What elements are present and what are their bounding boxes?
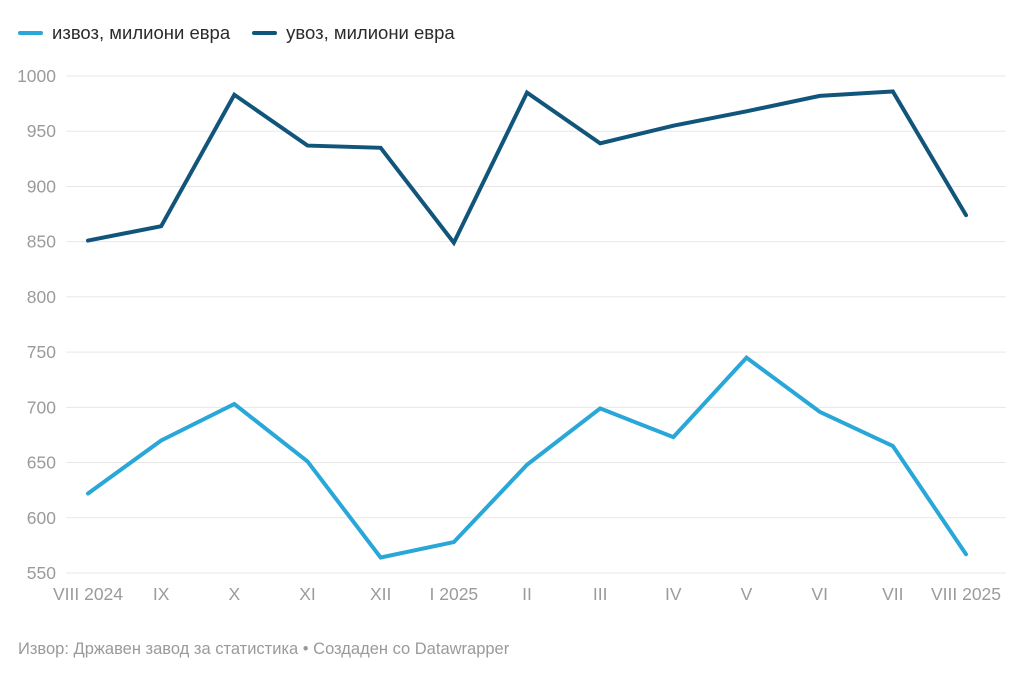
y-tick-label: 700 [27,397,56,417]
chart-legend: извоз, милиони евра увоз, милиони евра [18,22,455,43]
legend-label-izvoz: извоз, милиони евра [52,22,231,43]
x-tick-label: VIII 2025 [931,584,1001,604]
x-tick-label: VIII 2024 [53,584,123,604]
x-tick-label: XI [299,584,316,604]
x-tick-label: VI [811,584,828,604]
legend-item-uvoz: увоз, милиони евра [252,22,455,43]
x-tick-label: XII [370,584,391,604]
y-tick-label: 550 [27,563,56,583]
y-tick-label: 900 [27,176,56,196]
y-tick-label: 850 [27,232,56,252]
y-tick-label: 650 [27,453,56,473]
line-chart: 550 600 650 700 750 800 850 900 950 1000 VIII 2024… [17,66,1006,604]
y-tick-label: 950 [27,121,56,141]
source-attribution: Извор: Државен завод за статистика • Соз… [18,640,510,658]
legend-item-izvoz: извоз, милиони евра [18,22,231,43]
legend-swatch-izvoz [18,31,43,36]
x-tick-label: X [228,584,240,604]
legend-swatch-uvoz [252,31,278,36]
series-line-izvoz [86,354,968,560]
x-tick-label: IV [665,584,682,604]
x-tick-label: I 2025 [430,584,479,604]
y-tick-label: 800 [27,287,56,307]
x-tick-label: V [741,584,753,604]
x-tick-label: II [522,584,532,604]
y-tick-label: 600 [27,508,56,528]
y-tick-label: 1000 [17,66,56,86]
x-tick-label: III [593,584,608,604]
legend-label-uvoz: увоз, милиони евра [286,22,455,43]
y-tick-label: 750 [27,342,56,362]
x-tick-label: IX [153,584,170,604]
x-tick-label: VII [882,584,903,604]
series-line-uvoz [86,89,968,247]
